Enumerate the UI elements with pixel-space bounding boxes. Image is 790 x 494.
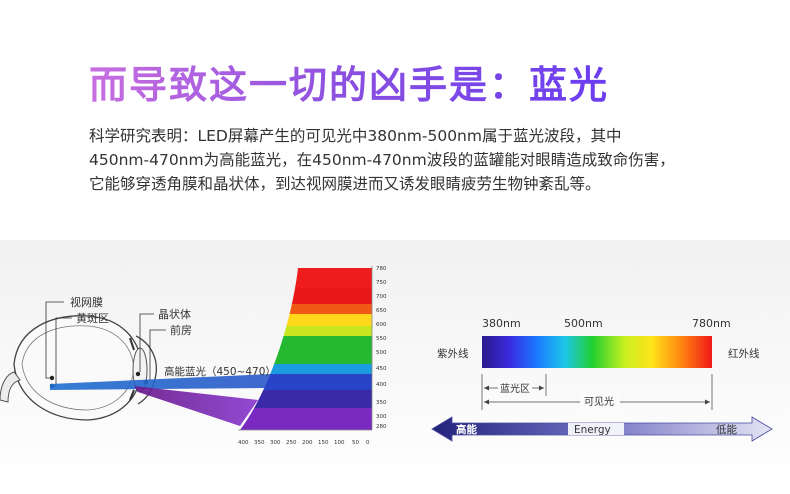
blue-light-beam — [50, 374, 272, 390]
y-tick: 350 — [376, 400, 387, 406]
chamber-leader — [149, 329, 166, 380]
retina-leader — [45, 301, 64, 379]
energy-label-bg — [568, 423, 624, 435]
y-tick: 550 — [376, 336, 387, 342]
y-tick: 650 — [376, 308, 387, 314]
band-yellow-green — [240, 326, 372, 336]
iris-top — [129, 337, 135, 351]
y-tick: 780 — [376, 266, 387, 272]
y-tick: 300 — [376, 414, 387, 420]
tick-label-500: 500nm — [564, 317, 603, 330]
retina-label: 视网膜 — [70, 295, 103, 309]
band-violet — [240, 408, 372, 430]
low-energy-label: 低能 — [716, 423, 737, 436]
body-line-3: 它能够穿透角膜和晶状体，到达视网膜进而又诱发眼睛疲劳生物钟紊乱等。 — [89, 175, 601, 193]
band-orange — [240, 304, 372, 314]
high-energy-blue-label: 高能蓝光（450~470） — [164, 365, 276, 378]
lens-leader — [139, 313, 154, 372]
tick-label-380: 380nm — [482, 317, 521, 330]
body-line-1: 科学研究表明：LED屏幕产生的可见光中380nm-500nm属于蓝光波段，其中 — [89, 127, 622, 145]
infrared-label: 红外线 — [728, 347, 760, 360]
y-tick: 450 — [376, 366, 387, 372]
blue-zone-arrowhead-left — [484, 385, 489, 391]
visible-label-bg — [580, 395, 620, 409]
x-tick: 0 — [366, 440, 370, 446]
eye-diagram: 视网膜 黄斑区 晶状体 前房 高能蓝光（450~470） — [0, 295, 276, 426]
spectrum-curve-chart: 780 750 700 650 600 550 500 450 400 350 … — [238, 266, 387, 446]
violet-light-beam — [134, 386, 258, 426]
y-tick: 700 — [376, 294, 387, 300]
x-tick: 350 — [254, 440, 265, 446]
band-cyan — [240, 364, 372, 374]
spectrum-x-ticks: 400 350 300 250 200 150 100 50 0 — [238, 440, 370, 446]
x-tick: 250 — [286, 440, 297, 446]
band-indigo — [240, 390, 372, 408]
blue-zone-arrowhead-right — [539, 385, 544, 391]
y-tick: 400 — [376, 382, 387, 388]
lens-label: 晶状体 — [158, 307, 191, 321]
x-tick: 150 — [318, 440, 329, 446]
spectrum-y-ticks: 780 750 700 650 600 550 500 450 400 350 … — [376, 266, 387, 430]
spectrum-bar-diagram: 380nm 500nm 780nm 紫外线 红外线 蓝光区 可见光 高 — [431, 317, 773, 442]
x-tick: 400 — [238, 440, 249, 446]
x-tick: 100 — [334, 440, 345, 446]
figure-panel: 视网膜 黄斑区 晶状体 前房 高能蓝光（450~470） — [0, 240, 790, 494]
band-blue — [240, 374, 372, 390]
band-green — [240, 336, 372, 364]
band-red-1 — [240, 268, 372, 288]
macula-label: 黄斑区 — [76, 311, 109, 325]
iris-bottom — [129, 389, 135, 401]
high-energy-label: 高能 — [456, 423, 477, 436]
visible-light-label: 可见光 — [584, 395, 614, 408]
x-tick: 300 — [270, 440, 281, 446]
eyeball-outline — [13, 315, 143, 421]
macula-marker — [49, 375, 55, 381]
band-yellow — [240, 314, 372, 326]
headline: 而导致这一切的凶手是：蓝光 — [89, 54, 609, 109]
y-tick: 280 — [376, 424, 387, 430]
visible-arrowhead-left — [484, 399, 489, 405]
optic-nerve — [0, 371, 21, 403]
y-tick: 500 — [376, 350, 387, 356]
visible-spectrum-bar — [482, 336, 712, 368]
lens-marker — [135, 371, 141, 377]
x-tick: 50 — [352, 440, 359, 446]
blue-zone-label: 蓝光区 — [500, 382, 530, 395]
ultraviolet-label: 紫外线 — [437, 347, 469, 360]
visible-arrowhead-right — [705, 399, 710, 405]
figure-svg: 视网膜 黄斑区 晶状体 前房 高能蓝光（450~470） — [0, 266, 773, 446]
x-tick: 200 — [302, 440, 313, 446]
cornea — [135, 335, 158, 405]
blue-zone-label-bg — [498, 381, 532, 395]
y-tick: 750 — [376, 280, 387, 286]
y-tick: 600 — [376, 322, 387, 328]
energy-label: Energy — [574, 424, 611, 436]
body-paragraph: 科学研究表明：LED屏幕产生的可见光中380nm-500nm属于蓝光波段，其中 … — [89, 124, 739, 196]
tick-label-780: 780nm — [692, 317, 731, 330]
anterior-chamber-label: 前房 — [170, 323, 192, 337]
body-line-2: 450nm-470nm为高能蓝光，在450nm-470nm波段的蓝罐能对眼睛造成… — [89, 151, 675, 169]
band-red-2 — [240, 288, 372, 304]
